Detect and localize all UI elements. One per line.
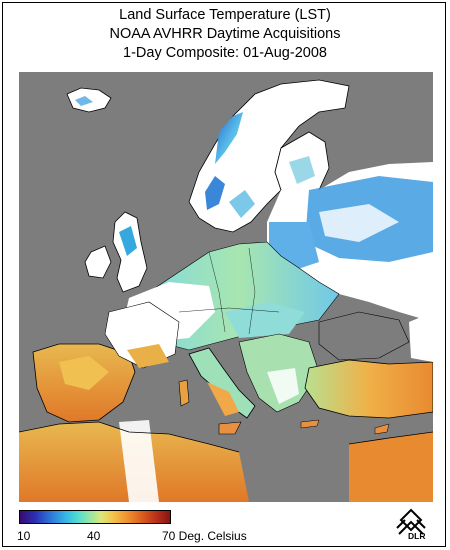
- scandinavia: [188, 79, 350, 233]
- dlr-logo-icon: [396, 508, 426, 535]
- sicily: [218, 421, 242, 435]
- map-title: Land Surface Temperature (LST) NOAA AVHR…: [0, 6, 450, 63]
- title-line-1: Land Surface Temperature (LST): [119, 7, 331, 23]
- europe-map-svg: [19, 79, 433, 502]
- crete: [300, 419, 320, 429]
- legend-max-label: 70 Deg. Celsius: [162, 529, 247, 543]
- turkey: [304, 359, 433, 419]
- lst-map: [19, 72, 433, 502]
- legend-min-label: 10: [17, 529, 31, 543]
- dlr-logo-text: DLR: [408, 531, 426, 541]
- title-line-3: 1-Day Composite: 01-Aug-2008: [123, 45, 327, 61]
- title-line-2: NOAA AVHRR Daytime Acquisitions: [109, 26, 341, 42]
- egypt-levant: [349, 432, 433, 502]
- ireland: [84, 245, 112, 279]
- legend-mid-label: 40: [87, 529, 101, 543]
- temperature-color-scale: [19, 510, 171, 524]
- cyprus: [374, 423, 390, 435]
- sardinia: [178, 379, 190, 407]
